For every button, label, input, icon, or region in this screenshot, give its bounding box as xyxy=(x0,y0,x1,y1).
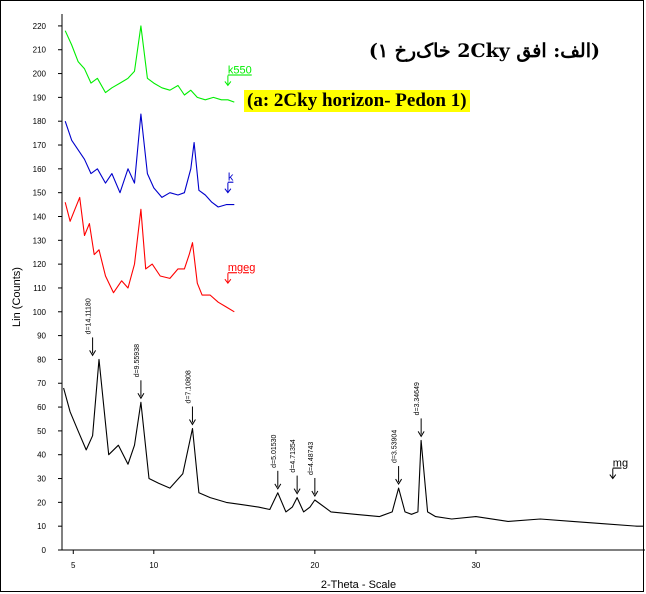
y-tick-label: 150 xyxy=(33,189,47,198)
peak-arrow-head xyxy=(89,350,97,357)
y-tick-label: 90 xyxy=(37,332,46,341)
title-english: (a: 2Cky horizon- Pedon 1) xyxy=(244,90,470,112)
peak-arrow-head xyxy=(293,488,301,495)
peak-arrow-head xyxy=(274,483,282,490)
series-line-mgeg xyxy=(64,196,235,313)
peak-label: d=7.10808 xyxy=(185,370,192,403)
series-layer xyxy=(63,25,644,527)
y-tick-label: 60 xyxy=(37,403,46,412)
series-marker-head xyxy=(609,474,617,480)
y-tick-label: 190 xyxy=(33,93,47,102)
peak-label: d=4.48743 xyxy=(308,442,315,475)
y-tick-label: 70 xyxy=(37,379,46,388)
y-tick-label: 160 xyxy=(33,165,47,174)
peak-arrow-head xyxy=(311,490,319,497)
y-tick-label: 80 xyxy=(37,355,46,364)
series-label-k: k xyxy=(228,172,234,184)
annotations: d=14.11180 d=9.55938 d=7.10808 d=5.01530 d=4… xyxy=(86,64,628,497)
y-tick-label: 50 xyxy=(37,427,46,436)
peak-arrow-head xyxy=(417,431,425,438)
peak-label: d=5.01530 xyxy=(271,434,278,467)
peak-label: d=4.71354 xyxy=(290,439,297,472)
x-tick-label: 20 xyxy=(310,561,319,570)
y-tick-label: 180 xyxy=(33,117,47,126)
y-tick-label: 210 xyxy=(33,46,47,55)
series-line-k xyxy=(64,113,235,208)
series-line-mg xyxy=(63,358,644,527)
axes: 0 10 20 30 40 50 60 70 80 90 100 110 120 130 140 150 160… xyxy=(11,14,645,591)
y-tick-label: 140 xyxy=(33,212,47,221)
peak-arrow-head xyxy=(395,478,403,486)
peak-label: d=9.55938 xyxy=(134,344,141,377)
peak-label: d=3.53904 xyxy=(392,430,399,463)
y-tick-label: 110 xyxy=(33,284,46,293)
series-label-k550: k550 xyxy=(228,64,252,76)
y-tick-label: 120 xyxy=(33,260,47,269)
y-tick-label: 100 xyxy=(33,308,47,317)
series-marker-head xyxy=(224,278,232,285)
series-label-mg: mg xyxy=(613,458,628,470)
title-persian: (الف: افق 2Cky خاک‌رخ ۱) xyxy=(368,40,600,62)
x-tick-label: 5 xyxy=(71,561,76,570)
y-tick-label: 200 xyxy=(33,70,47,79)
y-tick-label: 20 xyxy=(37,498,46,507)
y-tick-label: 220 xyxy=(33,22,47,31)
y-tick-label: 40 xyxy=(37,451,46,460)
y-axis-title: Lin (Counts) xyxy=(11,267,23,327)
y-tick-label: 30 xyxy=(37,475,46,484)
y-tick-label: 170 xyxy=(33,141,47,150)
peak-label: d=3.34649 xyxy=(414,382,421,415)
y-tick-label: 10 xyxy=(37,522,46,531)
series-line-k550 xyxy=(64,25,235,103)
series-label-mgeg: mgeg xyxy=(228,262,256,274)
y-tick-label: 0 xyxy=(42,546,47,555)
y-tick-label: 130 xyxy=(33,236,47,245)
peak-label: d=14.11180 xyxy=(86,298,93,334)
series-marker-head xyxy=(224,188,232,194)
peak-arrow-head xyxy=(137,393,145,400)
series-marker-head xyxy=(224,81,232,87)
x-tick-label: 10 xyxy=(149,561,158,570)
peak-arrow-head xyxy=(189,419,196,426)
x-axis-title: 2-Theta - Scale xyxy=(321,579,396,591)
x-tick-label: 30 xyxy=(471,561,480,570)
